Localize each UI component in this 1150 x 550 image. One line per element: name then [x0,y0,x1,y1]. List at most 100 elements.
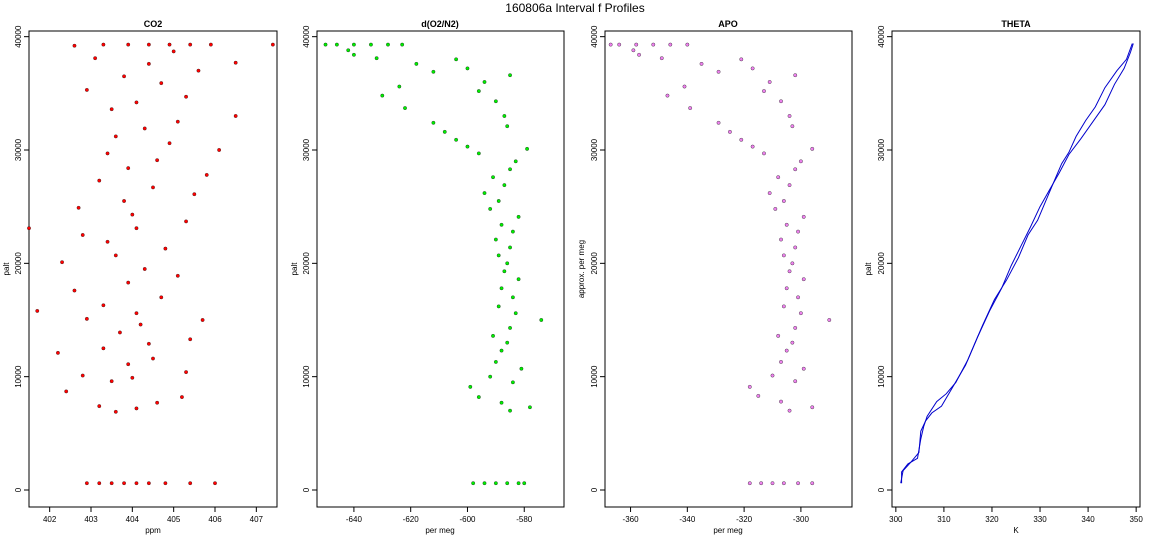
apo-data-point [776,333,781,338]
apo-axes: -360 -340 -320 -300 0 10000 20000 30000 40000 [590,25,809,524]
co2-y-tick-label: 30000 [14,138,23,161]
o2n2-y-tick-label: 10000 [302,365,311,388]
co2-x-tick-label: 404 [126,515,140,524]
apo-data-point [762,151,766,156]
o2n2-data-point [334,42,339,47]
o2n2-data-point [508,245,512,250]
co2-data-point [196,68,201,73]
theta-x-tick-label: 350 [1129,515,1143,524]
theta-panel: THETA K palt 300 310 320 330 340 350 0 10000 200… [864,19,1143,535]
co2-x-tick-label: 407 [250,515,264,524]
co2-data-point [122,74,126,79]
apo-y-tick-label: 30000 [590,138,599,161]
apo-data-point [767,191,772,195]
apo-data-point [781,253,786,258]
apo-data-point [716,120,721,125]
apo-data-point [781,481,786,486]
co2-data-point [142,126,147,131]
co2-data-point [134,481,139,486]
apo-data-point [799,159,803,164]
theta-y-tick-label: 10000 [877,365,886,388]
o2n2-data-point [522,481,527,486]
o2n2-data-point [323,42,328,47]
co2-data-point [134,100,139,105]
o2n2-data-point [471,481,476,486]
apo-data-point [779,360,783,364]
o2n2-data-point [513,311,518,316]
o2n2-panel-title: d(O2/N2) [421,19,459,29]
o2n2-y-tick-label: 30000 [302,138,311,161]
co2-data-point [184,370,188,375]
apo-data-point [770,373,775,378]
co2-data-point [105,239,110,244]
o2n2-data-point [414,61,419,66]
apo-data-point [759,481,764,486]
co2-data-point [97,404,102,409]
o2n2-data-point [400,42,405,47]
co2-data-point [155,400,160,405]
apo-data-point [779,237,783,242]
o2n2-data-point [502,269,507,274]
co2-data-point [64,389,69,394]
apo-x-tick-label: -340 [679,515,696,524]
o2n2-data-point [493,360,498,364]
co2-data-point [146,481,151,486]
o2n2-data-point [499,222,504,227]
apo-y-tick-label: 0 [590,487,599,492]
co2-data-point [159,81,164,86]
co2-data-point [56,350,60,355]
co2-data-point [180,395,184,399]
apo-y-tick-label: 10000 [590,365,599,388]
figure-title: 160806a Interval f Profiles [505,1,644,15]
apo-panel: APO per meg approx. per meg -360 -340 -320… [577,19,853,535]
apo-data-point [801,366,806,371]
o2n2-data-point [511,295,515,300]
apo-data-point [739,57,744,62]
o2n2-data-point [513,159,518,164]
o2n2-data-point [499,286,504,291]
co2-data-point [142,267,147,271]
co2-data-point [163,481,168,486]
apo-data-point [682,84,687,89]
co2-y-axis-label: palt [2,262,11,276]
co2-data-point [146,341,151,346]
o2n2-data-point [491,333,495,338]
co2-data-point [134,226,139,231]
o2n2-data-point [508,326,512,330]
co2-data-point [97,178,102,183]
co2-data-point [101,42,106,47]
co2-data-point [113,253,118,258]
theta-y-tick-label: 0 [877,487,886,492]
co2-data-point [93,56,98,61]
co2-x-tick-label: 406 [208,515,222,524]
apo-data-point [699,61,704,66]
o2n2-data-point [511,380,515,385]
o2n2-data-point [516,277,521,282]
o2n2-y-tick-label: 40000 [302,25,311,48]
o2n2-data-point [496,304,501,309]
apo-data-point [796,295,800,300]
o2n2-data-point [502,114,507,118]
apo-data-point [790,124,795,129]
theta-plot-frame [891,30,1141,508]
co2-panel-title: CO2 [144,19,163,29]
co2-data-point [200,318,205,322]
apo-data-point [790,261,795,266]
o2n2-data-point [482,80,487,84]
o2n2-y-tick-label: 20000 [302,252,311,275]
o2n2-data-point [508,167,512,172]
apo-data-point [799,311,803,316]
co2-data-point [101,303,106,308]
theta-x-tick-label: 300 [889,515,903,524]
apo-x-tick-label: -300 [793,515,810,524]
o2n2-data-point [468,384,473,389]
o2n2-data-point [505,481,510,486]
apo-data-point [787,183,792,188]
co2-data-point [72,288,77,293]
apo-data-point [756,394,761,398]
o2n2-data-point [431,120,436,125]
co2-data-point [109,107,114,112]
theta-y-tick-label: 20000 [877,252,886,275]
co2-data-point [35,309,40,313]
